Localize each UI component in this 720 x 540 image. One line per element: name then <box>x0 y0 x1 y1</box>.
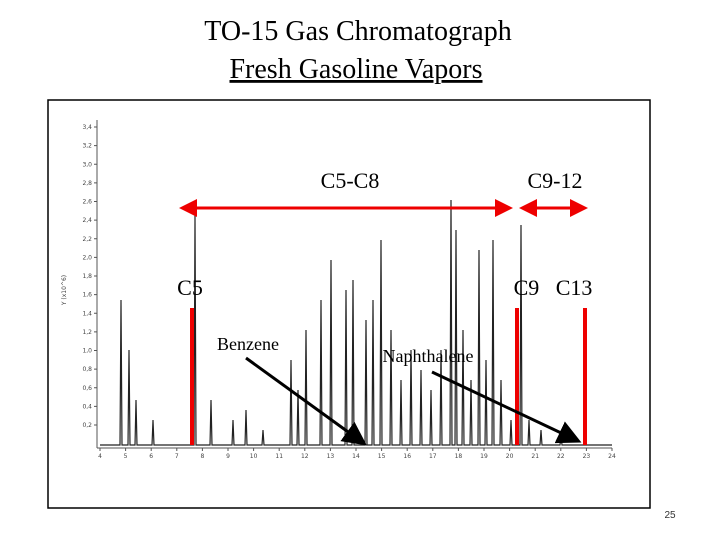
annotation: C5 <box>177 275 203 300</box>
x-tick-label: 19 <box>480 453 488 460</box>
x-tick-label: 11 <box>275 453 283 460</box>
y-tick-label: 2,6 <box>82 199 92 206</box>
y-tick-label: 1,2 <box>82 329 92 336</box>
pointer-arrows <box>245 356 582 446</box>
chromatogram: Y (x10^6) 4 5 6 7 8 9 10 11 12 13 14 15 16 17 18 19 20 21… <box>61 120 616 460</box>
x-tick-label: 10 <box>250 453 258 460</box>
y-tick-label: 2,8 <box>82 180 92 187</box>
x-tick-label: 14 <box>352 453 360 460</box>
y-tick-label: 0,8 <box>82 366 92 373</box>
annotation: Naphthalene <box>383 346 474 366</box>
x-tick-label: 12 <box>301 453 309 460</box>
y-tick-label: 3,0 <box>82 161 92 168</box>
x-tick-label: 6 <box>149 453 153 460</box>
x-tick-label: 9 <box>226 453 230 460</box>
figure-frame <box>47 99 651 509</box>
y-tick-label: 3,2 <box>82 143 92 150</box>
x-tick-label: 18 <box>455 453 463 460</box>
x-tick-label: 17 <box>429 453 437 460</box>
y-tick-label: 0,2 <box>82 422 92 429</box>
y-tick-label: 1,0 <box>82 348 92 355</box>
x-tick-label: 8 <box>200 453 204 460</box>
subtitle: Fresh Gasoline Vapors <box>229 54 482 85</box>
annotation: C9 C13 <box>514 275 593 300</box>
x-tick-label: 13 <box>327 453 335 460</box>
x-tick-label: 4 <box>98 453 102 460</box>
x-tick-label: 16 <box>403 453 411 460</box>
y-axis-label: Y (x10^6) <box>61 275 68 306</box>
x-tick-label: 7 <box>175 453 179 460</box>
x-tick-label: 21 <box>531 453 539 460</box>
title: TO-15 Gas Chromatograph <box>204 16 511 47</box>
x-tick-label: 23 <box>583 453 591 460</box>
benzene-arrow <box>245 356 367 446</box>
chromatogram-trace <box>100 199 612 446</box>
y-tick-label: 3,4 <box>82 124 92 131</box>
page-number: 25 <box>664 510 676 521</box>
x-tick-label: 22 <box>557 453 565 460</box>
annotation: C9-12 <box>528 168 583 193</box>
x-tick-label: 20 <box>506 453 514 460</box>
annotation: C5-C8 <box>321 168 380 193</box>
y-tick-label: 1,8 <box>82 273 92 280</box>
annotation: Benzene <box>217 334 279 354</box>
y-tick-label: 1,4 <box>82 310 92 317</box>
y-tick-label: 2,2 <box>82 236 92 243</box>
y-tick-label: 2,4 <box>82 217 92 224</box>
naphthalene-arrow <box>431 370 582 444</box>
x-tick-label: 24 <box>608 453 616 460</box>
y-tick-label: 0,6 <box>82 385 92 392</box>
x-tick-label: 15 <box>378 453 386 460</box>
y-tick-label: 2,0 <box>82 254 92 261</box>
y-tick-label: 0,4 <box>82 403 92 410</box>
red-markers <box>179 199 588 445</box>
y-tick-label: 1,6 <box>82 292 92 299</box>
x-tick-label: 5 <box>124 453 128 460</box>
